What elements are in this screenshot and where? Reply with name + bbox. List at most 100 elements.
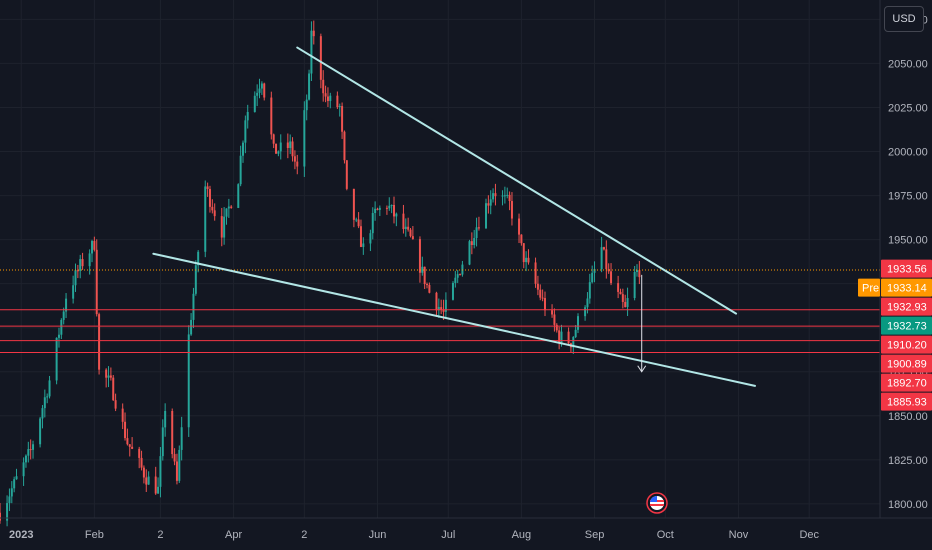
candle-body: [293, 156, 296, 162]
candle-body: [91, 240, 94, 254]
candle-body: [128, 444, 131, 447]
price-tick-label: 1975.00: [888, 191, 928, 203]
candle-body: [256, 92, 259, 96]
candle-body: [72, 285, 75, 299]
candle-body: [477, 227, 480, 229]
price-tag-level: [881, 297, 932, 316]
candle-body: [211, 206, 214, 211]
price-tag-level: [881, 335, 932, 354]
candle-body: [494, 193, 497, 197]
horizontal-levels[interactable]: [0, 269, 880, 354]
currency-button[interactable]: USD: [884, 6, 924, 32]
candle-body: [602, 247, 605, 250]
candle-body: [62, 311, 65, 320]
trendline-upper[interactable]: [296, 46, 738, 315]
candle-body: [610, 271, 613, 284]
candle-body: [296, 161, 299, 167]
candle-body: [81, 259, 84, 267]
candle-body: [395, 213, 398, 217]
candle-body: [79, 259, 82, 271]
candle-body: [336, 95, 339, 108]
time-tick-label: Nov: [729, 529, 749, 541]
candle-body: [520, 234, 523, 244]
price-tick-label: 2050.00: [888, 58, 928, 70]
us-flag-icon[interactable]: [646, 492, 668, 514]
time-axis[interactable]: 2023 Feb 2 Apr 2 Jun Jul Aug Sep Oct Nov Dec: [9, 529, 820, 541]
candle-body: [32, 444, 35, 450]
candle-body: [138, 448, 141, 458]
candle-body: [454, 277, 457, 283]
candle-body: [541, 297, 544, 299]
candle-body: [310, 30, 313, 74]
candle-body: [131, 446, 134, 449]
candle-body: [522, 243, 525, 263]
time-tick-label: Jun: [369, 529, 387, 541]
price-tag-label: 1933.14: [887, 283, 927, 295]
candle-body: [10, 488, 13, 497]
price-tag-last: [881, 316, 932, 335]
candle-body: [322, 79, 325, 94]
price-tag-label: 1900.89: [887, 359, 927, 371]
candle-body: [525, 257, 528, 263]
candle-body: [206, 186, 209, 189]
candle-body: [76, 270, 79, 272]
candle-body: [418, 239, 421, 273]
candle-body: [171, 410, 174, 455]
candle-body: [638, 270, 641, 278]
price-tag-label: 1932.93: [887, 302, 927, 314]
candle-body: [456, 274, 459, 278]
candle-body: [208, 188, 211, 207]
candle-body: [586, 298, 589, 308]
candle-body: [147, 476, 150, 485]
price-tag-label: 1885.93: [887, 397, 927, 409]
price-tick-label: 2000.00: [888, 147, 928, 159]
candle-body: [551, 310, 554, 315]
trendlines[interactable]: [152, 46, 756, 387]
candle-body: [27, 449, 30, 456]
candle-body: [572, 337, 575, 348]
candle-body: [442, 309, 445, 312]
candle-body: [145, 477, 148, 485]
candle-body: [407, 226, 410, 230]
candle-body: [223, 216, 226, 238]
price-tick-label: 1800.00: [888, 499, 928, 511]
candle-body: [426, 284, 429, 286]
candle-body: [362, 243, 365, 247]
candle-body: [341, 106, 344, 132]
candle-body: [459, 274, 462, 276]
time-tick-label: Feb: [85, 529, 104, 541]
candle-body: [475, 227, 478, 239]
candle-body: [277, 151, 280, 154]
candle-body: [376, 208, 379, 210]
candle-body: [112, 377, 115, 401]
candle-body: [124, 421, 127, 439]
target-arrow[interactable]: [637, 274, 647, 373]
candle-body: [180, 427, 183, 450]
candle-body: [121, 408, 124, 422]
price-tag-label: 1892.70: [887, 378, 927, 390]
candle-body: [142, 467, 145, 478]
candle-body: [489, 199, 492, 206]
candle-body: [492, 193, 495, 200]
candle-body: [392, 204, 395, 217]
candle-body: [468, 241, 471, 265]
candle-body: [470, 241, 473, 246]
price-tick-label: 1850.00: [888, 411, 928, 423]
candle-body: [388, 205, 391, 209]
candle-body: [574, 329, 577, 338]
candle-body: [534, 262, 537, 284]
candle-body: [555, 324, 558, 331]
time-tick-label: Oct: [657, 529, 674, 541]
candle-body: [126, 438, 129, 445]
candle-body: [173, 454, 176, 462]
candle-body: [428, 284, 431, 293]
candle-body: [355, 219, 358, 221]
time-tick-label: Jul: [441, 529, 455, 541]
trendline-lower[interactable]: [152, 252, 756, 387]
grid: [0, 0, 880, 518]
candle-body: [242, 142, 245, 156]
candle-body: [244, 120, 247, 143]
candle-body: [487, 203, 490, 206]
candle-body: [258, 88, 261, 93]
